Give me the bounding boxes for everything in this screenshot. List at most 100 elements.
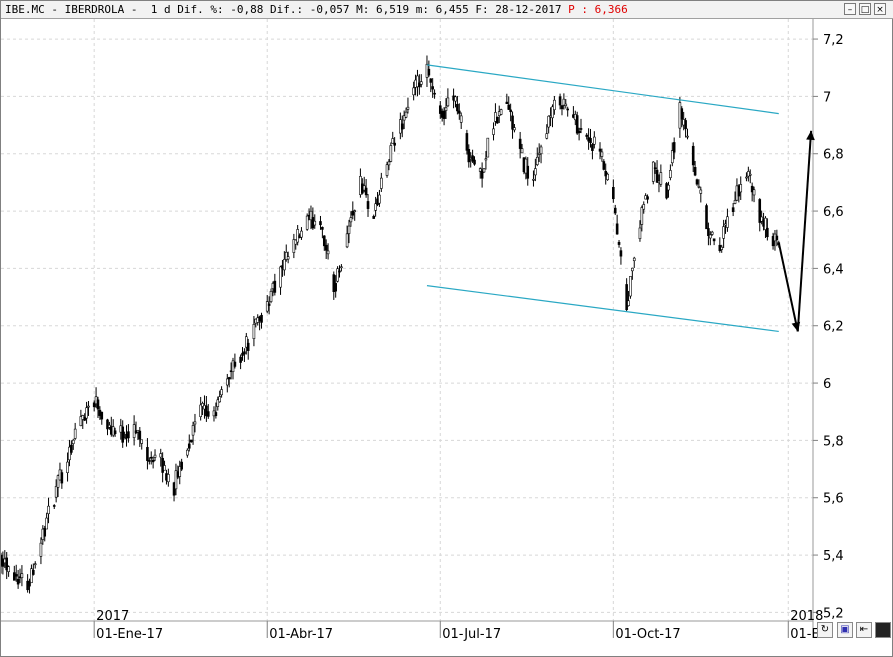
year-label: 2017 xyxy=(96,609,129,624)
candle-body xyxy=(585,134,589,137)
candle-body xyxy=(100,411,104,420)
candle-body xyxy=(606,173,609,180)
candle-body xyxy=(613,207,617,214)
candle-body xyxy=(758,199,762,223)
candle-body xyxy=(153,454,157,458)
candle-body xyxy=(167,474,170,483)
candle-body xyxy=(731,207,735,212)
candle-body xyxy=(340,266,343,269)
candle-body xyxy=(577,130,581,134)
scroll-icon[interactable] xyxy=(875,622,891,638)
close-icon[interactable]: × xyxy=(874,3,886,15)
candle-body xyxy=(402,115,406,121)
candle-body xyxy=(665,183,668,199)
candle-body xyxy=(186,449,189,456)
candle-body xyxy=(764,217,767,230)
y-tick-label: 5,6 xyxy=(823,492,844,507)
candle-body xyxy=(566,108,569,111)
candle-body xyxy=(121,426,125,443)
candle-body xyxy=(760,216,763,222)
candle-body xyxy=(372,215,376,219)
candle-body xyxy=(747,171,750,177)
candle-body xyxy=(593,136,596,145)
channel-line xyxy=(426,64,779,115)
candle-body xyxy=(553,99,556,111)
quote-header: IBE.MC - IBERDROLA - 1 d Dif. %: -0,88 D… xyxy=(5,3,628,16)
candle-body xyxy=(406,106,410,110)
candle-body xyxy=(400,123,404,130)
candle-body xyxy=(575,115,579,134)
candle-body xyxy=(151,459,155,463)
y-tick-label: 5,2 xyxy=(823,606,844,621)
candle-body xyxy=(748,173,752,176)
candle-body xyxy=(47,505,50,515)
y-tick-label: 5,8 xyxy=(823,434,844,449)
max-value: 6,519 xyxy=(375,3,410,16)
candle-body xyxy=(319,221,322,226)
candle-body xyxy=(321,226,324,230)
dif-pct-label: Dif. %: xyxy=(177,3,224,16)
candle-body xyxy=(20,573,24,578)
candle-body xyxy=(775,235,779,241)
candle-body xyxy=(632,257,636,262)
candle-body xyxy=(412,87,415,96)
candle-body xyxy=(148,460,151,462)
candle-body xyxy=(752,189,756,196)
candle-body xyxy=(239,356,242,363)
candle-body xyxy=(480,170,484,179)
candle-body xyxy=(642,204,646,210)
candle-body xyxy=(416,75,419,88)
arrow-head xyxy=(806,130,815,141)
candle-body xyxy=(149,456,153,459)
vertical-grid xyxy=(93,19,789,621)
price-label: P : xyxy=(568,3,588,16)
refresh-icon[interactable]: ↻ xyxy=(817,622,833,638)
candle-body xyxy=(625,284,628,311)
channel-lines xyxy=(426,64,779,333)
x-tick-label: 01-Ene-17 xyxy=(96,627,163,642)
candle-body xyxy=(33,563,37,566)
candle-body xyxy=(279,266,282,288)
candle-body xyxy=(113,430,117,435)
candle-body xyxy=(766,227,769,238)
candle-body xyxy=(722,226,725,239)
candle-body xyxy=(697,185,701,188)
candle-body xyxy=(364,187,368,196)
candle-body xyxy=(378,194,381,204)
candle-body xyxy=(206,411,210,417)
save-icon[interactable]: ▣ xyxy=(837,622,853,638)
candle-body xyxy=(393,142,396,146)
min-value: 6,455 xyxy=(435,3,469,16)
candle-body xyxy=(518,138,522,149)
minimize-icon[interactable]: – xyxy=(844,3,856,15)
candle-body xyxy=(438,105,442,114)
candle-body xyxy=(484,158,488,161)
candle-body xyxy=(560,105,564,110)
candle-body xyxy=(672,142,676,153)
candle-body xyxy=(473,159,476,165)
candle-body xyxy=(201,403,204,407)
candle-body xyxy=(693,167,697,176)
candle-body xyxy=(85,407,88,419)
candle-body xyxy=(600,151,604,157)
dif-label: Dif.: xyxy=(269,3,304,16)
candle-body xyxy=(707,228,710,236)
y-tick-label: 7 xyxy=(823,90,831,105)
candle-body xyxy=(374,203,377,211)
candle-body xyxy=(579,128,583,130)
candle-body xyxy=(353,210,357,212)
candle-body xyxy=(366,201,370,209)
candle-body xyxy=(535,156,539,165)
candle-body xyxy=(709,234,712,239)
candle-body xyxy=(558,96,562,106)
pin-icon[interactable]: ⇤ xyxy=(856,622,872,638)
candle-body xyxy=(720,246,724,250)
candle-body xyxy=(604,171,608,177)
candle-body xyxy=(43,528,47,537)
candle-body xyxy=(83,416,86,421)
y-tick-label: 6,2 xyxy=(823,320,844,335)
chart-background xyxy=(1,19,892,656)
candle-body xyxy=(482,168,486,173)
maximize-icon[interactable]: □ xyxy=(859,3,871,15)
candle-body xyxy=(79,416,83,427)
